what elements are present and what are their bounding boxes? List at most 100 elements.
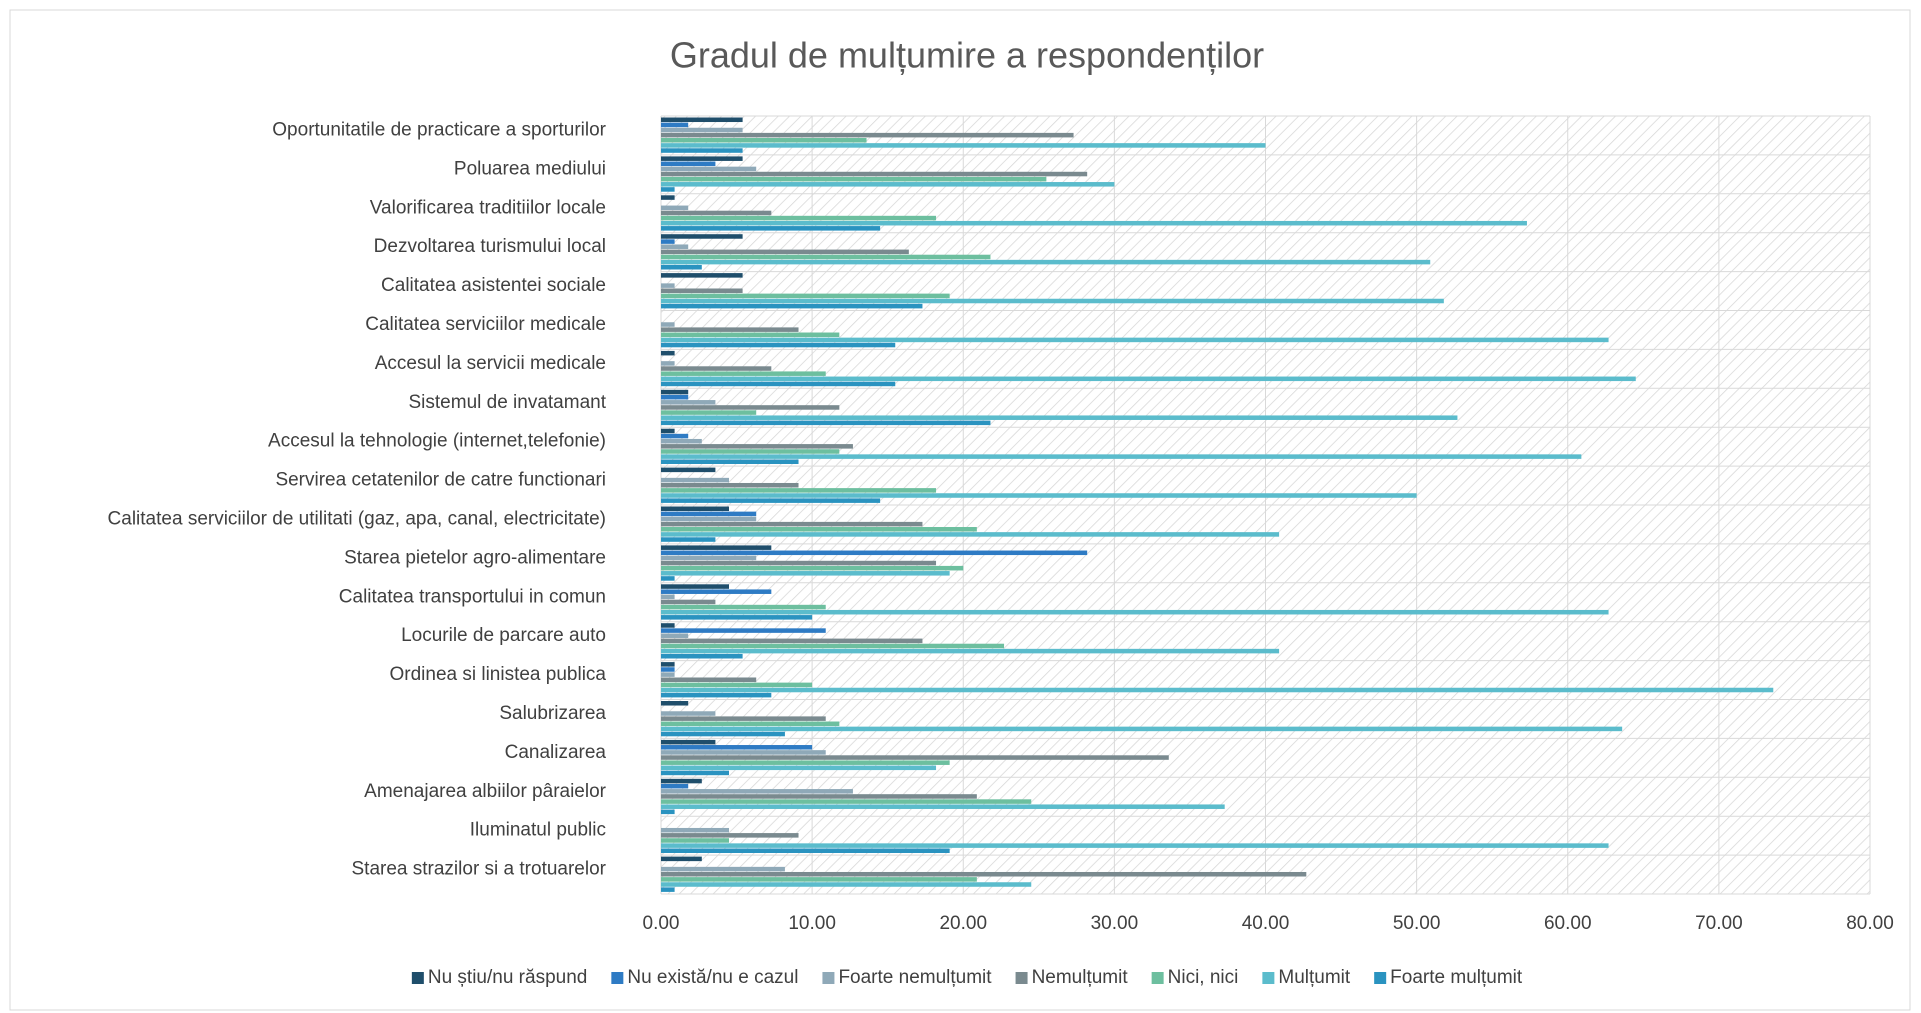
bar (661, 166, 757, 172)
bar (661, 259, 1431, 265)
x-tick-label: 20.00 (939, 913, 987, 934)
bar (661, 623, 675, 628)
y-tick-label: Sistemul de invatamant (409, 392, 607, 413)
bar (661, 322, 675, 327)
legend-label: Nemulțumit (1032, 967, 1129, 988)
bar (661, 148, 743, 153)
x-tick-label: 40.00 (1242, 913, 1290, 934)
bar (661, 366, 772, 371)
bar (661, 711, 716, 716)
bar (661, 692, 772, 698)
bar (661, 210, 772, 216)
bar (661, 571, 950, 576)
bar (661, 794, 977, 799)
bar (661, 856, 702, 862)
bar (661, 171, 1088, 177)
bar (661, 156, 743, 161)
bar (661, 628, 826, 633)
bar (661, 337, 1609, 343)
bar (661, 511, 757, 517)
bar (661, 687, 1774, 693)
bar (661, 701, 689, 706)
bar (661, 877, 977, 882)
bar (661, 205, 689, 211)
bar (661, 444, 853, 449)
bar (661, 516, 757, 522)
legend-label: Mulțumit (1278, 967, 1351, 988)
bar (661, 716, 826, 721)
legend-label: Nici, nici (1168, 967, 1239, 988)
bar (661, 783, 689, 789)
chart-title: Gradul de mulțumire a respondenților (670, 35, 1264, 76)
bar (661, 799, 1032, 804)
bar (661, 371, 826, 376)
bar (661, 273, 743, 278)
y-tick-label: Accesul la tehnologie (internet,telefoni… (268, 431, 606, 452)
bar (661, 420, 991, 426)
x-tick-label: 10.00 (788, 913, 836, 934)
y-tick-label: Starea strazilor si a trotuarelor (352, 859, 607, 880)
bar (661, 293, 950, 299)
bar (661, 143, 1266, 148)
y-tick-label: Calitatea asistentei sociale (381, 275, 606, 296)
bar (661, 506, 730, 512)
bar (661, 438, 702, 444)
bar (661, 220, 1527, 226)
legend-swatch (411, 972, 424, 984)
bar (661, 527, 977, 532)
legend-label: Nu există/nu e cazul (627, 967, 798, 988)
bar (661, 653, 743, 659)
bar (661, 226, 881, 231)
bar (661, 609, 1609, 615)
bar (661, 283, 675, 288)
bar (661, 532, 1280, 537)
legend-label: Nu știu/nu răspund (428, 967, 588, 988)
bar (661, 493, 1417, 498)
bar (661, 760, 950, 765)
bar (661, 327, 799, 332)
bar (661, 555, 757, 561)
bar (661, 848, 950, 853)
bar (661, 550, 1088, 556)
legend-swatch (1151, 972, 1164, 984)
bar (661, 537, 716, 542)
bar (661, 482, 799, 488)
bar (661, 789, 853, 794)
y-tick-label: Calitatea serviciilor de utilitati (gaz,… (108, 508, 606, 529)
bar (661, 415, 1458, 420)
y-tick-label: Starea pietelor agro-alimentare (344, 547, 606, 568)
bar (661, 765, 937, 771)
bar (661, 288, 743, 294)
bar (661, 843, 1609, 848)
bar (661, 745, 813, 750)
bar (661, 195, 675, 200)
y-tick-label: Oportunitatile de practicare a sporturil… (272, 119, 606, 140)
bar (661, 433, 689, 439)
bar (661, 672, 675, 677)
legend-label: Foarte nemulțumit (838, 967, 992, 988)
bar (661, 662, 675, 667)
legend-swatch (1374, 972, 1387, 984)
bar (661, 449, 840, 454)
y-tick-label: Iluminatul public (470, 820, 606, 841)
x-tick-label: 80.00 (1846, 913, 1894, 934)
bar (661, 599, 716, 605)
bar (661, 459, 799, 464)
bar (661, 633, 689, 638)
bar (661, 350, 675, 356)
bar (661, 244, 689, 249)
legend-label: Foarte mulțumit (1390, 967, 1523, 988)
bar (661, 682, 813, 688)
bar (661, 132, 1074, 138)
legend-swatch (822, 972, 835, 984)
y-tick-label: Poluarea mediului (454, 158, 606, 179)
bar (661, 638, 923, 644)
x-tick-label: 0.00 (643, 913, 680, 934)
bar (661, 804, 1225, 809)
bar (661, 887, 675, 892)
bar (661, 477, 730, 483)
x-tick-label: 30.00 (1091, 913, 1139, 934)
legend-swatch (611, 972, 624, 984)
y-tick-label: Amenajarea albiilor pâraielor (364, 781, 607, 802)
